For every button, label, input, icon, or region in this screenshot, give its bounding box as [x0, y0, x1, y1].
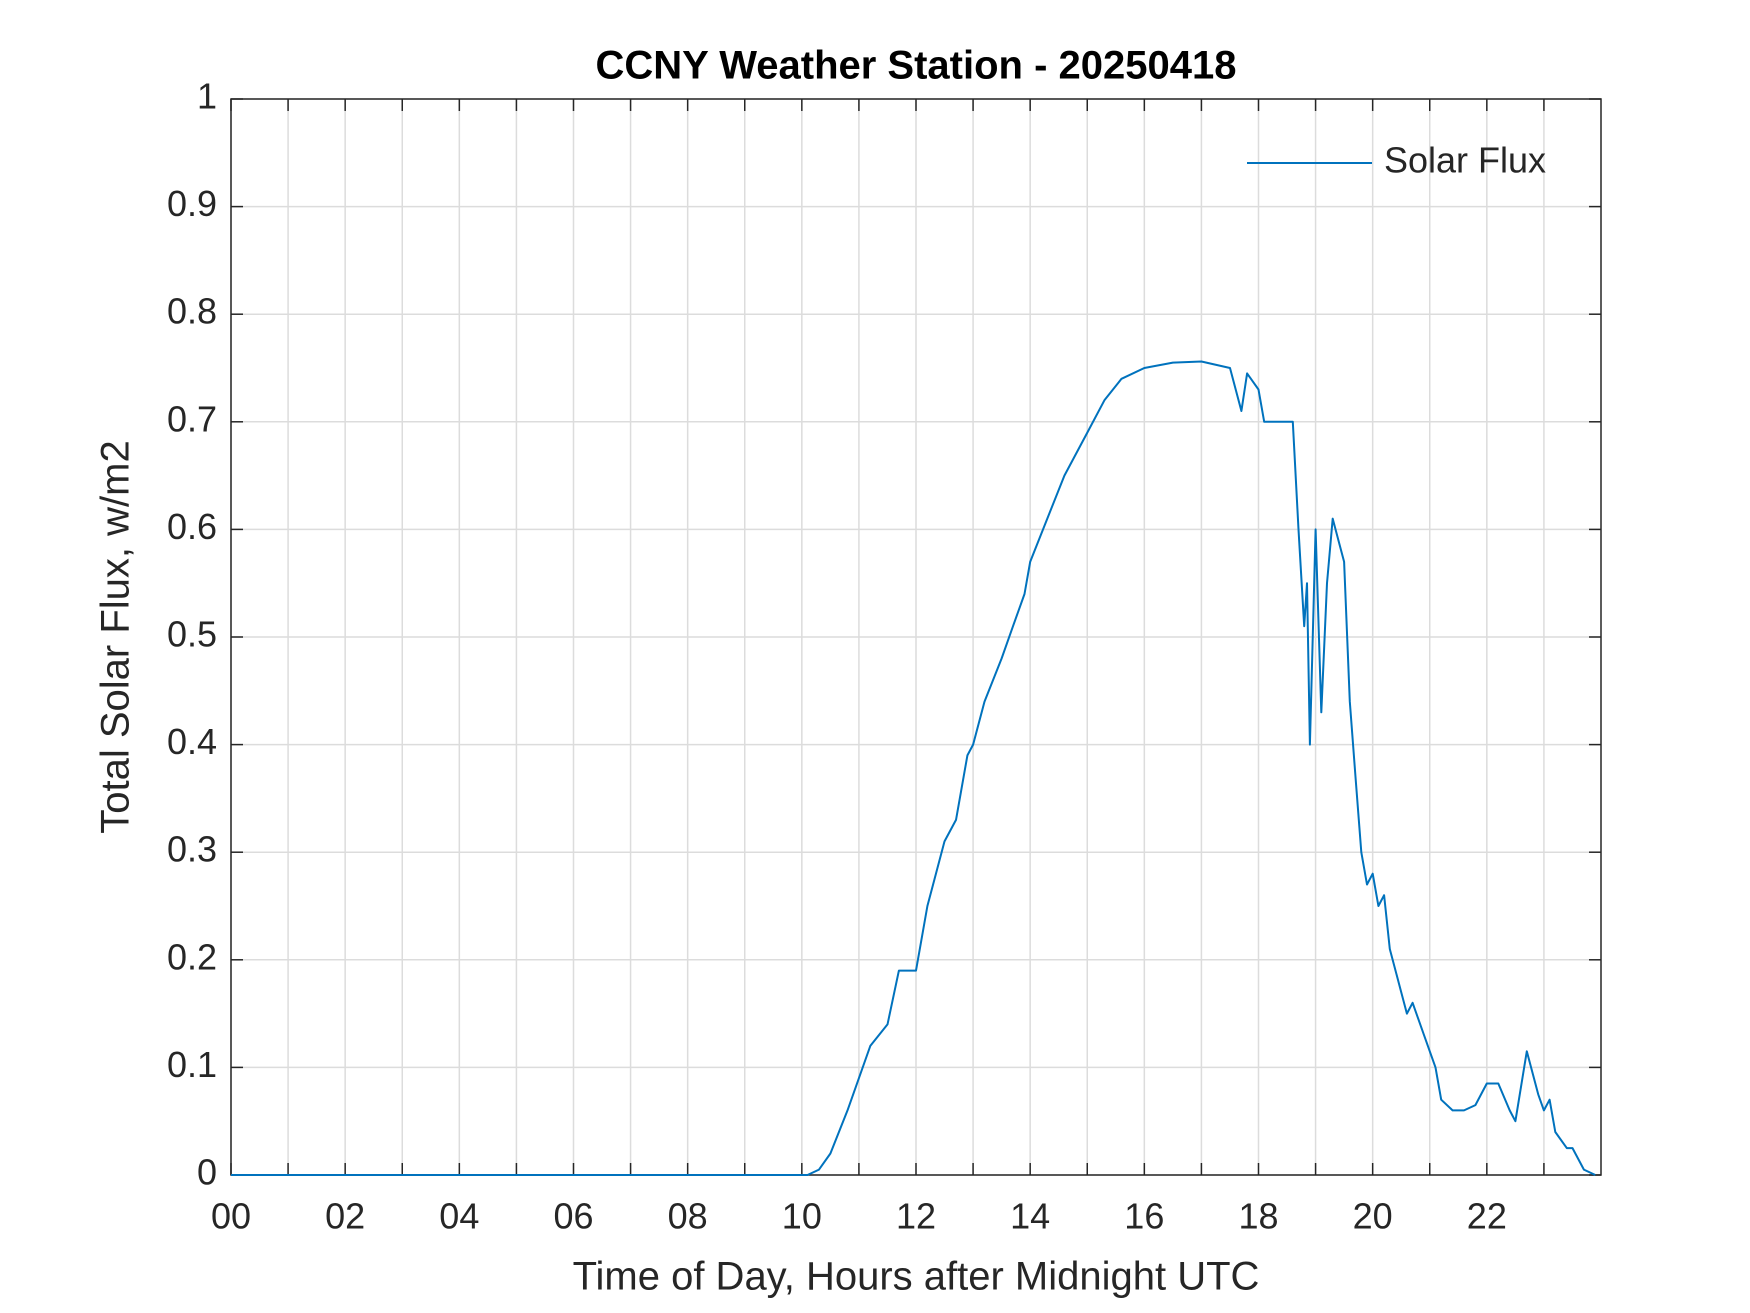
- y-tick-label: 0.5: [167, 614, 217, 655]
- x-tick-label: 10: [782, 1196, 822, 1237]
- x-tick-label: 08: [668, 1196, 708, 1237]
- x-axis-label: Time of Day, Hours after Midnight UTC: [573, 1255, 1260, 1299]
- x-tick-label: 00: [211, 1196, 251, 1237]
- x-tick-label: 22: [1467, 1196, 1507, 1237]
- data-line: [231, 360, 1596, 1176]
- y-tick-label: 0: [197, 1152, 217, 1193]
- x-tick-label: 06: [553, 1196, 593, 1237]
- y-tick-label: 0.4: [167, 721, 217, 762]
- y-tick-label: 0.8: [167, 291, 217, 332]
- x-tick-label: 18: [1238, 1196, 1278, 1237]
- legend-label: Solar Flux: [1384, 140, 1546, 181]
- y-tick-label: 0.3: [167, 829, 217, 870]
- y-axis-label: Total Solar Flux, w/m2: [94, 440, 138, 833]
- x-tick-label: 02: [325, 1196, 365, 1237]
- x-tick-label: 16: [1124, 1196, 1164, 1237]
- x-tick-label: 20: [1353, 1196, 1393, 1237]
- y-tick-label: 0.2: [167, 936, 217, 977]
- y-tick-label: 0.1: [167, 1044, 217, 1085]
- y-tick-label: 0.9: [167, 183, 217, 224]
- x-tick-label: 14: [1010, 1196, 1050, 1237]
- x-tick-label: 12: [896, 1196, 936, 1237]
- y-tick-label: 0.6: [167, 506, 217, 547]
- x-tick-label: 04: [439, 1196, 479, 1237]
- y-tick-label: 1: [197, 76, 217, 117]
- y-tick-label: 0.7: [167, 398, 217, 439]
- chart-title: CCNY Weather Station - 20250418: [596, 44, 1237, 88]
